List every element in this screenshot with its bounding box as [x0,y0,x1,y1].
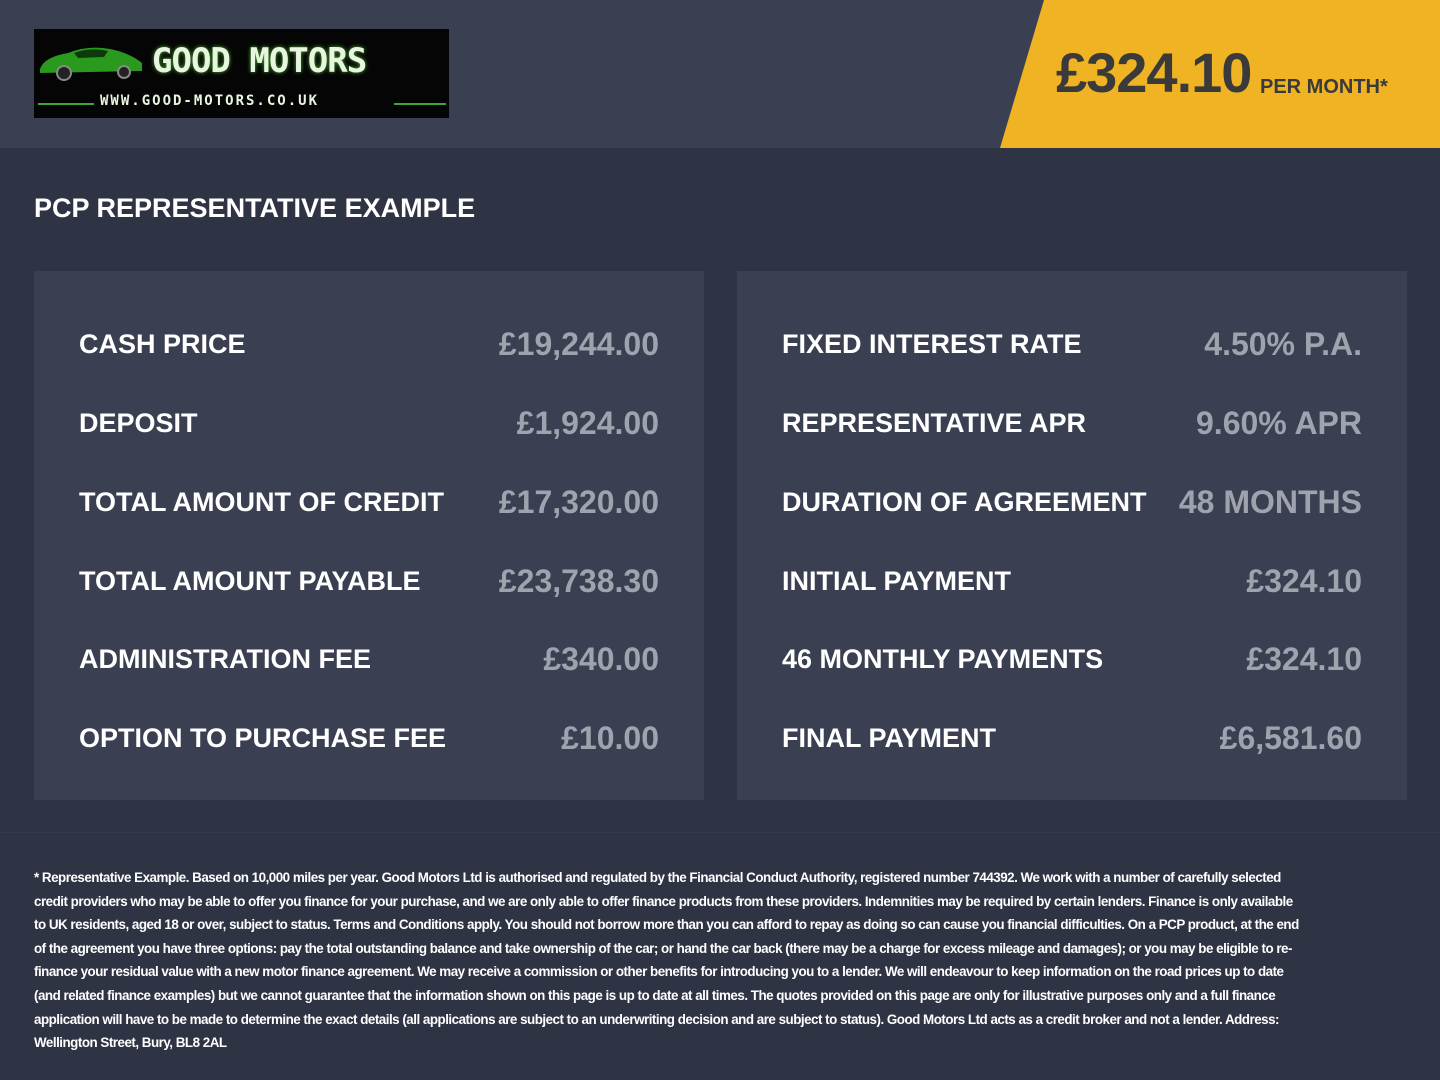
row-value: £1,924.00 [516,404,659,441]
logo-brand: GOOD MOTORS [152,41,367,81]
disclaimer-text: * Representative Example. Based on 10,00… [34,870,1299,1051]
row-label: DURATION OF AGREEMENT [782,486,1147,517]
row-value: £340.00 [543,640,659,677]
row-value: £10.00 [561,719,659,756]
row-value: 48 MONTHS [1178,483,1362,520]
logo-line [394,103,446,105]
finance-row: DURATION OF AGREEMENT 48 MONTHS [782,482,1362,522]
finance-row: OPTION TO PURCHASE FEE £10.00 [79,718,659,758]
row-label: TOTAL AMOUNT PAYABLE [79,565,421,596]
row-value: £324.10 [1246,640,1362,677]
logo-url: WWW.GOOD-MOTORS.CO.UK [100,93,320,109]
logo-line [38,103,94,105]
row-value: 4.50% P.A. [1204,325,1362,362]
row-value: £23,738.30 [498,562,659,599]
finance-details-right: FIXED INTEREST RATE 4.50% P.A. REPRESENTA… [737,271,1407,800]
per-month-label: PER MONTH* [1260,76,1388,98]
finance-row: TOTAL AMOUNT OF CREDIT £17,320.00 [79,482,659,522]
row-label: FINAL PAYMENT [782,722,997,753]
row-value: £6,581.60 [1219,719,1362,756]
monthly-price: £324.10 [1056,41,1252,104]
finance-row: INITIAL PAYMENT £324.10 [782,561,1362,601]
finance-row: 46 MONTHLY PAYMENTS £324.10 [782,639,1362,679]
good-motors-logo[interactable]: GOOD MOTORS WWW.GOOD-MOTORS.CO.UK [34,29,449,118]
footer [0,832,1440,1080]
row-value: 9.60% APR [1196,404,1362,441]
finance-row: REPRESENTATIVE APR 9.60% APR [782,403,1362,443]
row-value: £17,320.00 [498,483,659,520]
row-label: CASH PRICE [79,328,246,359]
finance-row: ADMINISTRATION FEE £340.00 [79,639,659,679]
car-icon [40,47,142,81]
row-label: FIXED INTEREST RATE [782,328,1082,359]
row-label: OPTION TO PURCHASE FEE [79,722,447,753]
row-label: REPRESENTATIVE APR [782,407,1087,438]
row-label: INITIAL PAYMENT [782,565,1012,596]
row-label: 46 MONTHLY PAYMENTS [782,643,1104,674]
finance-row: CASH PRICE £19,244.00 [79,324,659,364]
finance-details-left: CASH PRICE £19,244.00 DEPOSIT £1,924.00 TO… [34,271,704,800]
row-label: TOTAL AMOUNT OF CREDIT [79,486,444,517]
finance-row: FINAL PAYMENT £6,581.60 [782,718,1362,758]
row-value: £324.10 [1246,562,1362,599]
row-label: ADMINISTRATION FEE [79,643,371,674]
finance-row: FIXED INTEREST RATE 4.50% P.A. [782,324,1362,364]
section-title: PCP REPRESENTATIVE EXAMPLE [34,193,476,223]
monthly-price-badge: £324.10 PER MONTH* [1000,0,1440,148]
header: GOOD MOTORS WWW.GOOD-MOTORS.CO.UK £324.1… [0,0,1440,148]
finance-row: DEPOSIT £1,924.00 [79,403,659,443]
finance-row: TOTAL AMOUNT PAYABLE £23,738.30 [79,561,659,601]
row-value: £19,244.00 [498,325,659,362]
row-label: DEPOSIT [79,407,198,438]
